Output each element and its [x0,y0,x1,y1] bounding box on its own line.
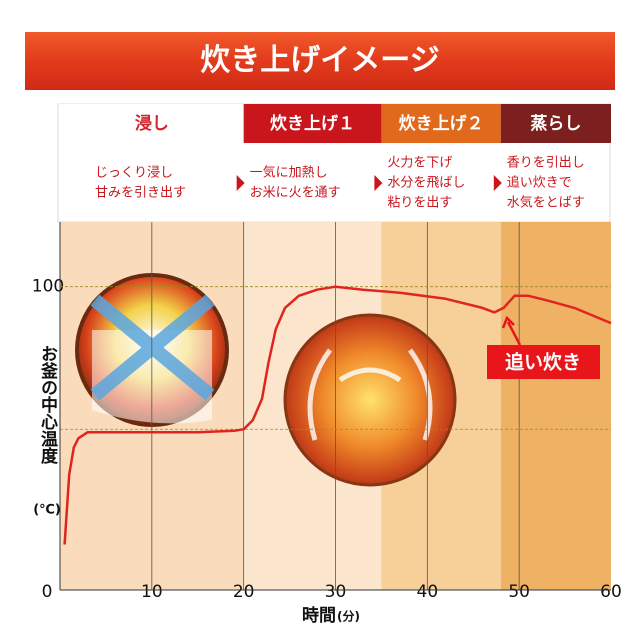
phase-desc: お米に火を通す [250,186,341,201]
phase-name: 蒸らし [530,114,581,134]
y-tick-label: 100 [32,277,64,297]
annotation-box [487,345,600,379]
x-axis-unit: (分) [337,609,360,624]
phase-desc: 水気をとばす [507,195,585,211]
x-tick-label: 30 [325,582,347,602]
phase-desc: 甘みを引き出す [95,186,186,201]
annotation-text: 追い炊き [505,351,581,374]
phase-desc: 香りを引出し [507,156,585,171]
water-arrows [90,294,215,401]
y-axis-unit: (℃) [33,503,61,518]
phase-name: 炊き上げ２ [399,113,484,134]
x-tick-label: 10 [141,582,163,602]
x-tick-label: 50 [508,582,530,602]
phase-arrow [236,175,245,191]
phase-arrow [374,175,383,191]
phase-desc: 一気に加熱し [250,165,328,181]
phase-name: 浸し [135,113,169,134]
x-tick-label: 40 [417,582,439,602]
x-tick-label: 60 [600,582,622,602]
phase-header [381,104,501,143]
phase-desc: 水分を飛ばし [387,176,465,191]
title-banner [25,32,615,90]
x-axis-label: 時間 [302,605,336,626]
phase-header [243,104,382,143]
x-tick-label: 0 [42,582,53,602]
temperature-line [63,285,612,545]
phase-arrow [493,175,502,191]
x-tick-label: 20 [233,582,255,602]
phase-desc: じっくり浸し [95,166,173,181]
chart-title: 炊き上げイメージ [200,43,439,78]
phase-desc: 追い炊きで [507,175,572,191]
phase-header [60,104,244,143]
y-axis-label: お釜の中心温度 [37,345,59,465]
phase-band [500,222,611,590]
phase-name: 炊き上げ１ [270,113,355,134]
phase-header [500,104,611,143]
phase-desc: 火力を下げ [387,156,452,171]
annotation-arrow [501,315,522,346]
phase-desc: 粘りを出す [387,196,452,211]
